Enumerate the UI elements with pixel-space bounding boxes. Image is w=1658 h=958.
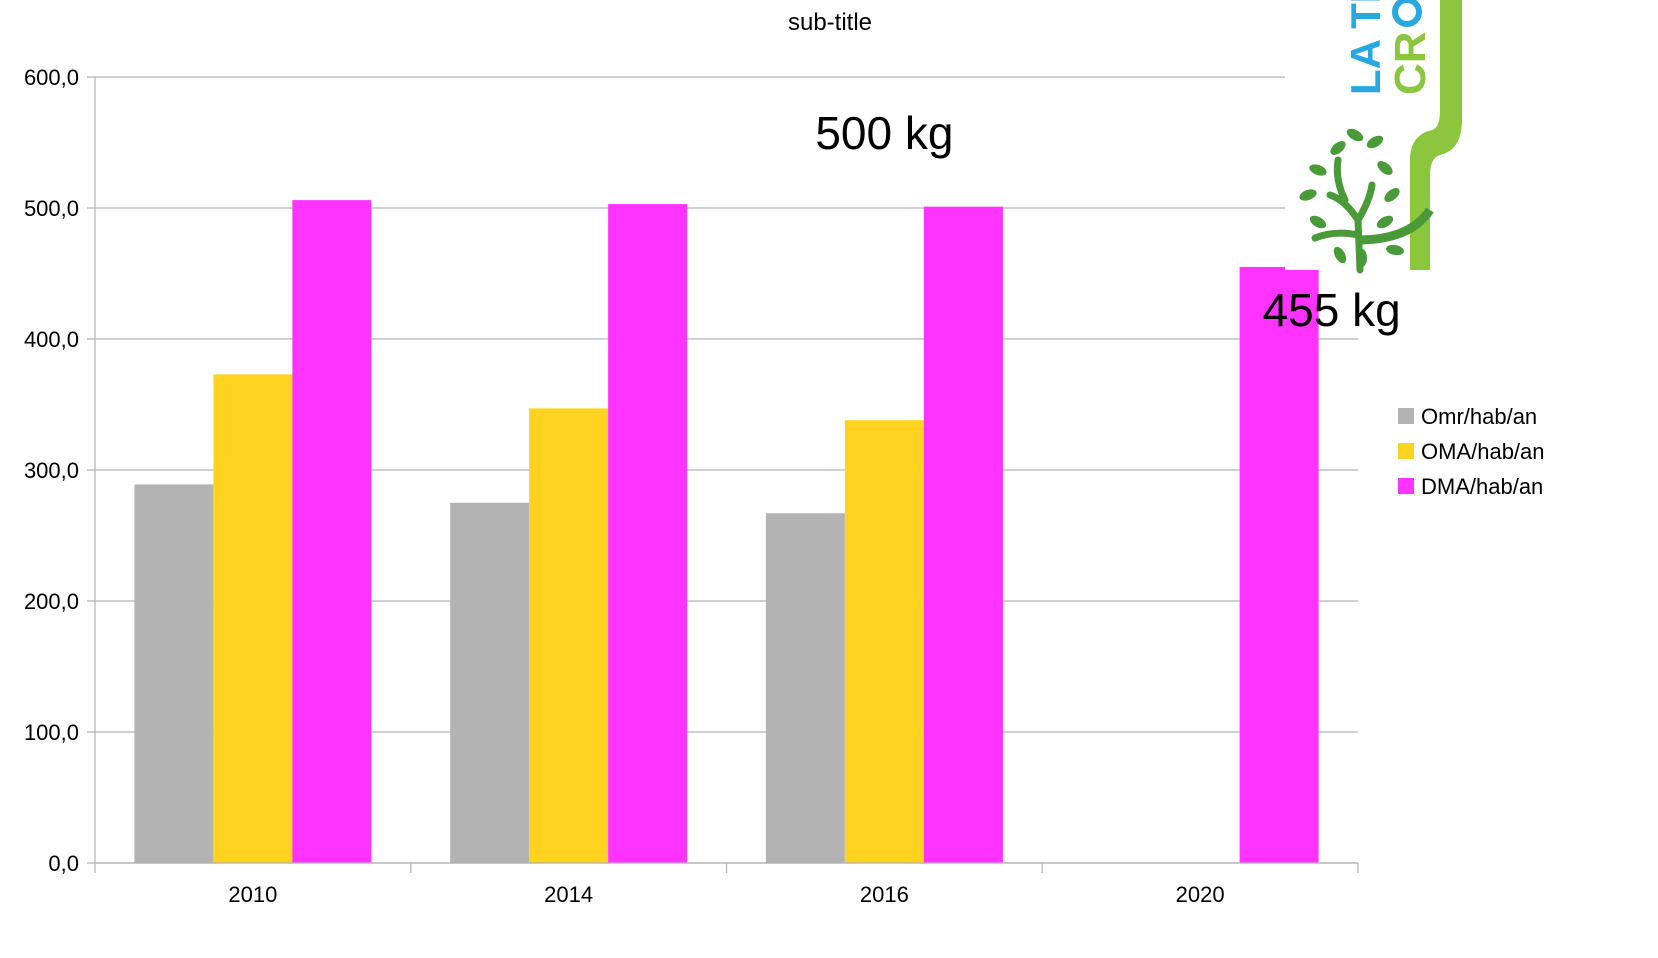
x-tick-label: 2020 — [1176, 882, 1225, 907]
y-tick-labels: 0,0 100,0 200,0 300,0 400,0 500,0 600,0 — [24, 65, 79, 876]
y-tick-label: 400,0 — [24, 327, 79, 352]
annotation-label: 500 kg — [815, 107, 953, 159]
leaf-tree-logo: LA TRA CR — [1285, 0, 1465, 274]
y-tick-label: 300,0 — [24, 458, 79, 483]
bar — [292, 200, 372, 863]
legend-swatch — [1398, 443, 1414, 459]
x-tick-label: 2016 — [860, 882, 909, 907]
bar — [844, 420, 924, 863]
legend-label: OMA/hab/an — [1421, 439, 1545, 464]
svg-text:CR: CR — [1386, 31, 1435, 95]
bar — [1239, 266, 1319, 863]
y-tick-label: 0,0 — [48, 851, 79, 876]
x-tick-label: 2010 — [228, 882, 277, 907]
bar — [450, 502, 530, 863]
chart-subtitle: sub-title — [788, 9, 872, 36]
legend-label: DMA/hab/an — [1421, 474, 1543, 499]
bar — [529, 408, 609, 863]
svg-text:LA TRA: LA TRA — [1342, 0, 1389, 95]
chart-legend: Omr/hab/an OMA/hab/an DMA/hab/an — [1398, 404, 1545, 499]
y-tick-label: 500,0 — [24, 196, 79, 221]
x-tick-label: 2014 — [544, 882, 593, 907]
annotation-label: 455 kg — [1263, 284, 1401, 336]
bar — [213, 374, 293, 863]
y-tick-label: 100,0 — [24, 720, 79, 745]
legend-label: Omr/hab/an — [1421, 404, 1537, 429]
bar — [134, 484, 214, 863]
legend-swatch — [1398, 478, 1414, 494]
bars — [134, 200, 1319, 863]
bar — [608, 204, 688, 863]
y-tick-label: 200,0 — [24, 589, 79, 614]
x-tick-labels: 2010 2014 2016 2020 — [228, 882, 1224, 907]
axes — [94, 77, 1359, 873]
bar — [923, 206, 1003, 863]
annotations: 500 kg 455 kg — [815, 107, 1400, 336]
legend-swatch — [1398, 408, 1414, 424]
y-tick-label: 600,0 — [24, 65, 79, 90]
bar — [765, 513, 845, 863]
